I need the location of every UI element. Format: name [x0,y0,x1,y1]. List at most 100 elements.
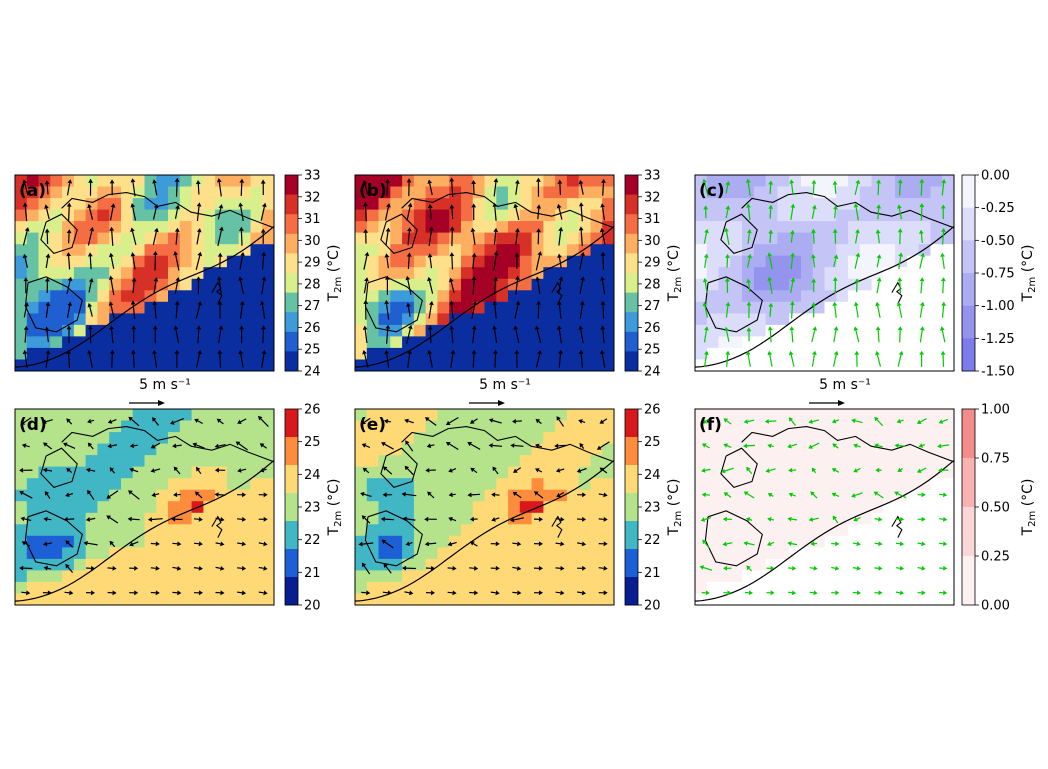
field-cell [402,347,415,360]
wind-arrow [196,466,202,475]
wind-arrow [721,467,734,474]
wind-arrow [407,349,412,368]
field-cell [508,432,521,445]
field-cell [730,420,743,433]
colorbar-label: T2m (°C) [666,245,684,303]
field-cell [238,186,252,199]
field-cell [484,524,497,537]
field-cell [238,209,252,222]
field-cell [437,570,450,583]
colorbar-tick-label: 21 [304,566,321,581]
field-cell [824,244,837,257]
wind-arrow [767,350,773,367]
wind-arrow [788,590,797,596]
field-cell [555,244,568,257]
field-cell [121,593,134,605]
field-cell [97,455,110,468]
wind-arrow [131,277,137,294]
field-cell [250,175,263,188]
wind-arrow [363,202,368,222]
field-cell [801,489,814,502]
field-cell [718,420,731,433]
wind-arrow [831,468,840,473]
field-cell [97,175,110,188]
wind-arrow [106,515,119,524]
field-cell [121,558,134,571]
colorbar-segment [962,273,975,307]
field-cell [203,466,216,479]
field-cell [765,244,778,257]
field-cell [15,359,28,371]
field-cell [179,244,193,257]
field-cell [144,313,157,326]
field-cell [62,420,75,433]
field-cell [226,593,240,605]
field-cell [226,570,240,583]
field-cell [109,198,122,211]
field-cell [144,570,157,583]
field-cell [355,524,368,537]
field-cell [156,244,169,257]
field-cell [390,420,403,433]
field-cell [508,478,521,491]
field-cell [156,209,169,222]
field-cell [366,301,380,314]
wind-arrow [196,228,202,245]
field-cell [73,244,87,257]
colorbar-tick-label: 25 [644,435,661,450]
wind-arrow [44,228,50,245]
wind-arrow [469,418,478,424]
colorbar-segment [962,556,975,606]
field-cell [26,547,40,560]
field-cell [73,593,87,605]
field-cell [238,581,252,594]
field-cell [883,512,896,525]
field-cell [789,524,802,537]
field-cell [461,581,474,594]
field-cell [730,278,743,291]
field-cell [484,535,497,548]
field-cell [942,336,954,349]
wind-arrow [237,516,247,522]
field-cell [50,489,63,502]
field-cell [848,336,861,349]
wind-arrow [790,252,795,269]
field-cell [859,455,873,468]
panel-label: (f) [699,415,722,435]
field-cell [168,186,181,199]
field-cell [531,547,544,560]
colorbar-tick-label: 0.00 [981,599,1010,614]
wind-arrow [513,467,522,473]
field-cell [85,443,98,456]
field-cell [706,432,720,445]
field-cell [38,209,51,222]
field-cell [132,359,146,371]
field-cell [472,278,486,291]
wind-arrow [383,419,391,424]
field-cell [801,359,814,371]
field-cell [508,336,521,349]
field-cell [15,432,28,445]
field-cell [109,359,122,371]
field-cell [50,255,63,268]
field-cell [765,278,778,291]
field-cell [355,290,368,303]
field-cell [508,581,521,594]
field-cell [97,313,110,326]
field-cell [38,570,51,583]
field-cell [402,570,415,583]
wind-arrow [557,179,563,195]
field-cell [753,267,767,280]
field-cell [449,359,462,371]
field-cell [895,244,908,257]
panel-frame [14,408,275,606]
field-cell [226,455,240,468]
field-cell [555,478,568,491]
field-cell [508,186,521,199]
field-cell [366,244,380,257]
field-cell [390,443,403,456]
field-cell [85,267,98,280]
wind-arrow [173,492,181,498]
field-cell [590,313,603,326]
